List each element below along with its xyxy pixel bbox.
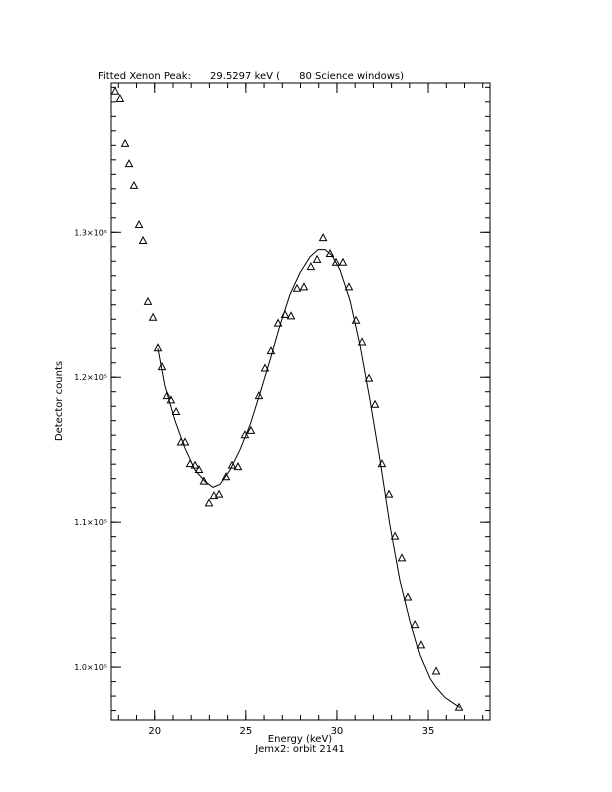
data-point [246, 425, 256, 434]
data-point [403, 592, 413, 601]
x-tick-label: 30 [331, 726, 344, 737]
data-point [306, 262, 316, 271]
y-axis-label: Detector counts [54, 361, 65, 441]
data-point [254, 391, 264, 400]
x-tick-label: 35 [422, 726, 435, 737]
data-point [273, 318, 283, 327]
x-axis-label: Energy (keV) [268, 734, 333, 745]
data-point [194, 464, 204, 473]
data-point [431, 666, 441, 675]
data-point [115, 93, 125, 102]
data-point [331, 257, 341, 266]
subtitle: Jemx2: orbit 2141 [254, 744, 345, 755]
data-point [384, 489, 394, 498]
data-point [410, 620, 420, 629]
data-point [233, 462, 243, 471]
data-point [120, 138, 130, 147]
data-point [364, 373, 374, 382]
data-point [214, 489, 224, 498]
data-point [397, 553, 407, 562]
data-point [143, 296, 153, 305]
data-point [162, 391, 172, 400]
data-point [199, 476, 209, 485]
data-point [138, 235, 148, 244]
data-point [454, 702, 464, 711]
y-tick-label: 1.2×10⁵ [74, 373, 107, 382]
x-tick-label: 25 [239, 726, 252, 737]
data-point [129, 180, 139, 189]
data-point [338, 257, 348, 266]
y-tick-label: 1.0×10⁵ [74, 663, 107, 672]
y-tick-label: 1.1×10⁵ [74, 518, 107, 527]
data-point [190, 460, 200, 469]
data-point [325, 248, 335, 258]
data-point [312, 254, 322, 263]
data-point [344, 282, 354, 291]
data-point [180, 437, 190, 446]
data-point [260, 363, 270, 372]
data-point [370, 399, 380, 408]
data-point [134, 219, 144, 229]
data-point [299, 282, 309, 291]
data-point [292, 283, 302, 292]
data-point [148, 312, 158, 321]
data-point [227, 460, 237, 469]
fit-line [157, 249, 461, 709]
data-point [416, 640, 426, 649]
data-point [204, 498, 214, 507]
data-point [286, 311, 296, 320]
data-point [209, 491, 219, 500]
data-point [357, 337, 367, 346]
chart-title: Fitted Xenon Peak: 29.5297 keV ( 80 Scie… [98, 71, 404, 82]
data-point [124, 159, 134, 168]
x-tick-label: 20 [148, 726, 161, 737]
data-point [318, 233, 328, 242]
data-point [390, 531, 400, 540]
data-point [110, 86, 120, 95]
y-tick-label: 1.3×10⁵ [74, 228, 107, 237]
data-point [221, 472, 231, 481]
data-point [171, 406, 181, 416]
